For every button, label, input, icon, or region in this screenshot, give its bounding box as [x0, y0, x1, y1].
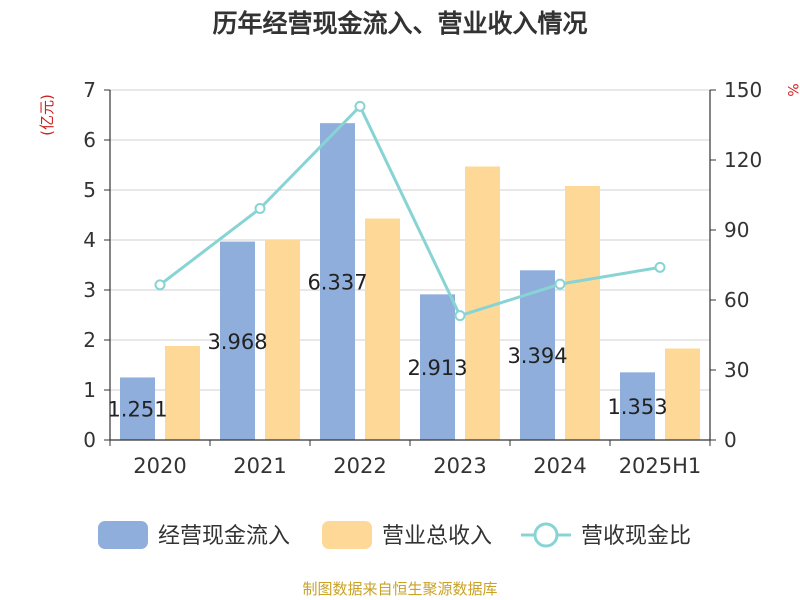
x-tick-label: 2024: [533, 454, 586, 478]
bar-data-label: 1.353: [607, 395, 667, 419]
bar-revenue: [265, 240, 300, 440]
bar-cash-inflow: [520, 270, 555, 440]
legend-label: 经营现金流入: [158, 524, 290, 549]
line-point: [654, 261, 666, 273]
right-tick-label: 60: [724, 288, 749, 312]
bar-cash-inflow: [320, 123, 355, 441]
axes: 0 1 2 3 4 5 6 7 0 30 60 90 120 150 2020 2021 2022 2023 202…: [83, 78, 762, 478]
left-tick-label: 2: [83, 328, 96, 352]
x-tick-label: 2021: [233, 454, 286, 478]
right-tick-label: 150: [724, 78, 762, 102]
bar-cash-inflow: [220, 241, 255, 440]
line-point: [554, 278, 566, 290]
line-point: [254, 203, 266, 215]
bar-cash-inflow: [420, 294, 455, 440]
bar-revenue: [465, 166, 500, 440]
line-revenue-cash-ratio: [159, 103, 661, 318]
bar-data-label: 3.968: [207, 330, 267, 354]
legend: 经营现金流入 营业总收入 营收现金比: [98, 521, 691, 549]
right-tick-label: 30: [724, 358, 749, 382]
right-axis-unit: %: [784, 83, 800, 96]
legend-label: 营收现金比: [581, 524, 691, 549]
left-axis-unit: (亿元): [38, 94, 56, 136]
right-tick-label: 120: [724, 148, 762, 172]
line-point: [354, 100, 366, 112]
x-tick-label: 2025H1: [619, 454, 702, 478]
x-tick-label: 2023: [433, 454, 486, 478]
chart-title: 历年经营现金流入、营业收入情况: [212, 9, 587, 38]
bar-cash-inflow: [120, 377, 155, 440]
bar-revenue: [165, 346, 200, 440]
left-tick-label: 1: [83, 378, 96, 402]
left-tick-label: 3: [83, 278, 96, 302]
bar-series: [120, 123, 700, 441]
left-tick-label: 6: [83, 128, 96, 152]
line-point: [454, 310, 466, 322]
x-tick-label: 2020: [133, 454, 186, 478]
gridlines: [110, 89, 710, 391]
legend-marker: [533, 522, 559, 548]
bar-revenue: [665, 348, 700, 440]
left-tick-label: 0: [83, 428, 96, 452]
bar-data-label: 1.251: [107, 398, 167, 422]
left-tick-label: 5: [83, 178, 96, 202]
bar-cash-inflow: [620, 372, 655, 440]
legend-label: 营业总收入: [382, 524, 492, 549]
source-note: 制图数据来自恒生聚源数据库: [302, 580, 497, 598]
x-tick-label: 2022: [333, 454, 386, 478]
legend-swatch: [322, 521, 372, 549]
right-tick-label: 0: [724, 428, 737, 452]
line-series: [154, 100, 666, 322]
bar-revenue: [365, 218, 400, 440]
bar-revenue: [565, 186, 600, 440]
data-labels: 1.251 3.968 6.337 2.913 3.394 1.353: [107, 271, 667, 422]
bar-data-label: 2.913: [407, 356, 467, 380]
line-point: [154, 279, 166, 291]
legend-swatch: [98, 521, 148, 549]
left-tick-label: 7: [83, 78, 96, 102]
left-tick-label: 4: [83, 228, 96, 252]
bar-data-label: 6.337: [307, 271, 367, 295]
bar-data-label: 3.394: [507, 344, 567, 368]
right-tick-label: 90: [724, 218, 749, 242]
